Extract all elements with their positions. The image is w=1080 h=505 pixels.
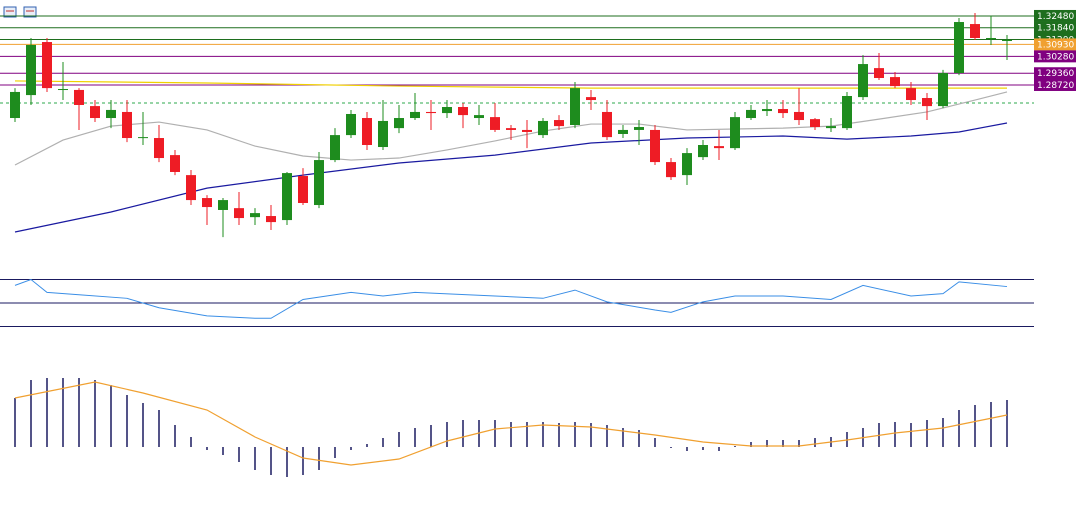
candle-body [170, 155, 180, 172]
candle-body [938, 73, 948, 107]
candle-body [634, 127, 644, 130]
candle-body [794, 111, 804, 121]
candle-body [458, 107, 468, 116]
signal-line [14, 381, 1008, 466]
candle-body [474, 115, 484, 119]
toolbar-icons [3, 6, 37, 18]
candle-body [10, 91, 20, 119]
candle-body [58, 89, 68, 91]
candle-body [314, 160, 324, 206]
price-label: 1.30280 [1037, 52, 1074, 62]
candle-body [618, 129, 628, 134]
candle-body [90, 106, 100, 119]
price-label-box [1034, 21, 1076, 34]
candle-body [554, 120, 564, 127]
candle-body [74, 89, 84, 105]
candle-body [890, 77, 900, 87]
icon [3, 6, 17, 18]
candle-body [106, 109, 116, 119]
price-label-box [1034, 50, 1076, 63]
candle-body [666, 162, 676, 178]
candle-body [330, 135, 340, 161]
candle-body [842, 95, 852, 129]
candle-body [506, 128, 516, 130]
candle-body [490, 117, 500, 130]
price-label-box [1034, 67, 1076, 80]
candle-body [138, 137, 148, 139]
candle-body [810, 119, 820, 128]
candle-body [154, 138, 164, 159]
price-label: 1.29360 [1037, 69, 1074, 79]
candle-body [602, 111, 612, 138]
candle-body [698, 145, 708, 158]
candle-body [26, 44, 36, 96]
candle-body [826, 126, 836, 129]
candle-body [282, 173, 292, 221]
price-label-box [1034, 38, 1076, 51]
candle-body [762, 109, 772, 112]
candle-body [538, 120, 548, 136]
candle-body [378, 120, 388, 148]
moving-average [14, 91, 1008, 166]
candle-body [682, 153, 692, 176]
candle-body [266, 216, 276, 223]
candle-body [922, 98, 932, 107]
candle-body [202, 198, 212, 208]
candle-body [874, 68, 884, 79]
candle-body [410, 111, 420, 119]
candle-body [442, 107, 452, 114]
price-label: 1.31840 [1037, 24, 1074, 34]
candle-body [250, 213, 260, 218]
icon [23, 6, 37, 18]
candle-body [362, 118, 372, 146]
candle-body [858, 64, 868, 98]
candle-body [730, 117, 740, 149]
candle-body [426, 111, 436, 114]
moving-average [14, 80, 1007, 89]
candle-body [570, 88, 580, 125]
candle-body [394, 118, 404, 129]
price-label-box [1034, 9, 1076, 22]
candle-body [218, 200, 228, 210]
price-label: 1.32480 [1037, 12, 1074, 22]
candle-body [346, 113, 356, 136]
candle-body [778, 109, 788, 114]
price-label: 1.28720 [1037, 81, 1074, 91]
candle-body [714, 146, 724, 149]
moving-average [14, 122, 1008, 233]
candle-body [234, 208, 244, 219]
rsi-line [14, 278, 1008, 319]
candle-body [650, 129, 660, 163]
candle-body [42, 42, 52, 89]
candle-body [298, 176, 308, 204]
price-label-box [1034, 78, 1076, 91]
candle-body [746, 109, 756, 119]
candle-body [122, 111, 132, 139]
candle-body [186, 175, 196, 201]
candle-body [986, 37, 996, 40]
candle-body [1002, 40, 1012, 42]
candle-body [586, 97, 596, 101]
price-label: 1.30930 [1037, 40, 1074, 50]
candle-body [970, 24, 980, 38]
candle-body [522, 129, 532, 132]
candle-body [954, 22, 964, 74]
candle-body [906, 88, 916, 101]
